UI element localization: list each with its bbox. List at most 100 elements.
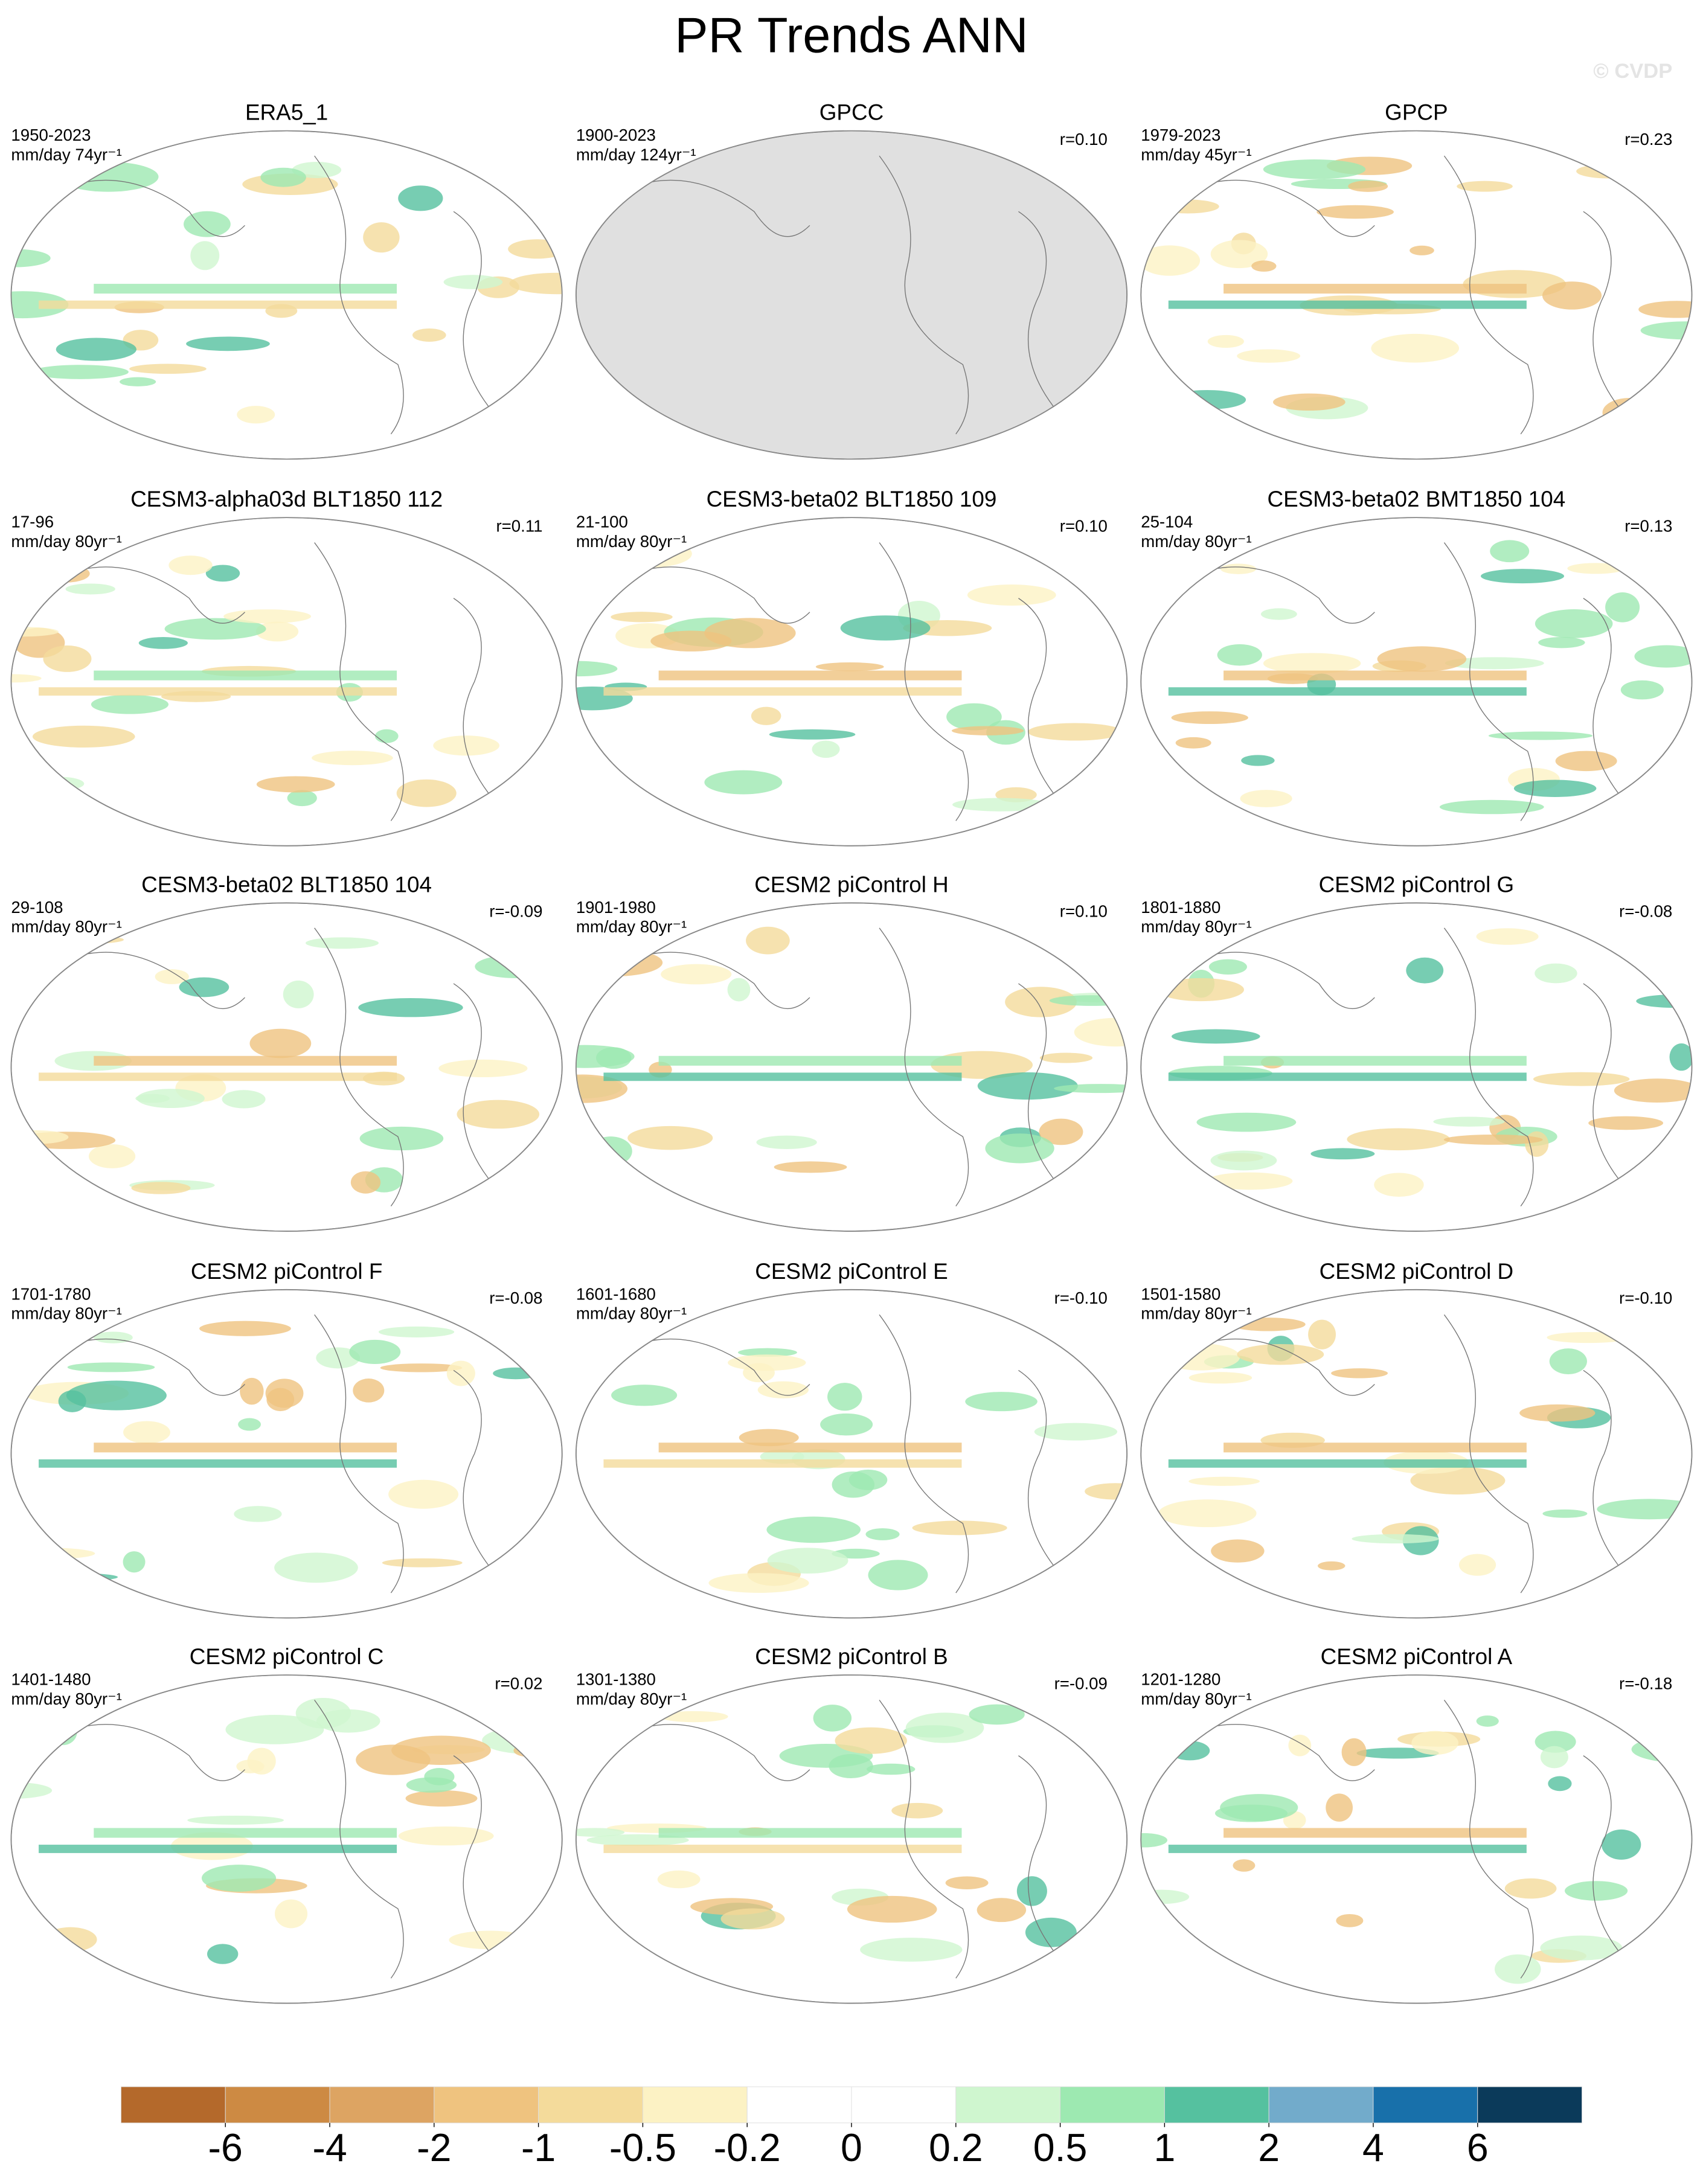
period: 1601-1680 — [576, 1284, 656, 1303]
colorbar-label: -2 — [417, 2126, 451, 2170]
shading — [1542, 1509, 1588, 1518]
period: 1900-2023 — [576, 126, 656, 144]
shading — [1158, 1499, 1257, 1528]
shading — [1052, 1709, 1116, 1736]
shading — [727, 978, 751, 1002]
shading — [627, 1126, 713, 1150]
units: mm/day 74yr⁻¹ — [11, 145, 121, 164]
shading — [240, 1377, 264, 1405]
shading — [359, 1126, 444, 1151]
shading — [123, 1421, 170, 1444]
coastline — [1207, 927, 1619, 1206]
shading — [438, 1059, 528, 1078]
shading — [349, 1339, 401, 1365]
panel-title: CESM2 piControl A — [1321, 1644, 1513, 1669]
coastline — [77, 155, 489, 435]
map-background — [11, 517, 562, 846]
shading — [1326, 1793, 1353, 1822]
coastline — [643, 155, 1054, 435]
colorbar-label: 4 — [1362, 2126, 1384, 2170]
colorbar-box — [1164, 2086, 1269, 2124]
shading — [1457, 181, 1513, 192]
shading — [1602, 398, 1657, 428]
period: 1901-1980 — [576, 898, 656, 917]
shading — [11, 291, 69, 319]
shading — [985, 1133, 1054, 1164]
shading — [94, 1055, 397, 1066]
colorbar-label: 1 — [1153, 2126, 1175, 2170]
shading — [1039, 1118, 1083, 1145]
panel-title: CESM2 piControl F — [191, 1259, 383, 1284]
shading — [611, 1385, 678, 1406]
shading — [704, 770, 783, 795]
shading — [1525, 1131, 1549, 1157]
coastline — [643, 1314, 1054, 1593]
shading — [138, 637, 188, 649]
shading — [1310, 1148, 1375, 1160]
map-background — [1141, 517, 1692, 846]
shading — [1406, 957, 1444, 984]
shading — [611, 612, 673, 623]
shading — [42, 565, 90, 583]
shading — [1341, 1738, 1367, 1766]
shading — [603, 1845, 962, 1853]
shading — [1241, 755, 1275, 766]
colorbar-label: 2 — [1258, 2126, 1280, 2170]
shading — [1034, 1423, 1118, 1441]
colorbar-label: 0.5 — [1033, 2126, 1088, 2170]
shading — [866, 1763, 916, 1775]
shading — [1220, 563, 1257, 574]
units: mm/day 80yr⁻¹ — [576, 1689, 687, 1708]
shading — [39, 687, 397, 696]
shading — [39, 300, 397, 309]
shading — [1170, 1741, 1210, 1761]
period: 1950-2023 — [11, 126, 91, 144]
period: 29-108 — [11, 898, 63, 917]
shading — [767, 1548, 848, 1574]
shading — [1175, 737, 1211, 749]
panel-title: CESM2 piControl H — [754, 872, 949, 897]
shading — [1443, 1135, 1543, 1145]
shading — [238, 1418, 261, 1431]
shading — [1669, 1043, 1692, 1071]
shading — [576, 1828, 625, 1837]
shading — [223, 609, 312, 624]
shading — [388, 1479, 459, 1509]
shading — [1068, 1174, 1098, 1200]
period: 1401-1480 — [11, 1670, 91, 1689]
map-outline — [575, 1674, 1128, 2004]
shading — [207, 1944, 239, 1964]
shading — [398, 1826, 494, 1846]
pattern-correlation: r=0.10 — [1060, 517, 1108, 536]
colorbar-label: -0.5 — [609, 2126, 676, 2170]
period: 1201-1280 — [1141, 1670, 1220, 1689]
map-outline — [575, 517, 1128, 847]
map-background — [576, 1289, 1127, 1618]
shading — [1336, 1913, 1364, 1927]
panel-title: CESM2 piControl D — [1320, 1259, 1514, 1284]
shading — [1237, 1343, 1324, 1365]
shading — [603, 1459, 962, 1468]
map-panel — [576, 1674, 1127, 2003]
pattern-correlation: r=0.10 — [1060, 902, 1108, 921]
map-panel — [11, 1289, 562, 1618]
shading — [39, 1072, 397, 1081]
shading — [1494, 1954, 1541, 1984]
shading — [1196, 1112, 1297, 1132]
units: mm/day 80yr⁻¹ — [11, 1689, 121, 1708]
shading — [155, 969, 189, 984]
shading — [1210, 1150, 1277, 1171]
shading — [1597, 1499, 1692, 1520]
period: 1501-1580 — [1141, 1284, 1220, 1303]
shading — [1168, 1072, 1527, 1081]
shading — [1565, 1881, 1628, 1901]
shading — [827, 1383, 862, 1411]
shading — [1263, 159, 1366, 179]
shading — [522, 775, 559, 784]
watermark: © CVDP — [1593, 60, 1672, 83]
shading — [1016, 1876, 1047, 1906]
period: 17-96 — [11, 513, 54, 531]
shading — [433, 735, 500, 756]
map-panel — [1141, 903, 1692, 1232]
